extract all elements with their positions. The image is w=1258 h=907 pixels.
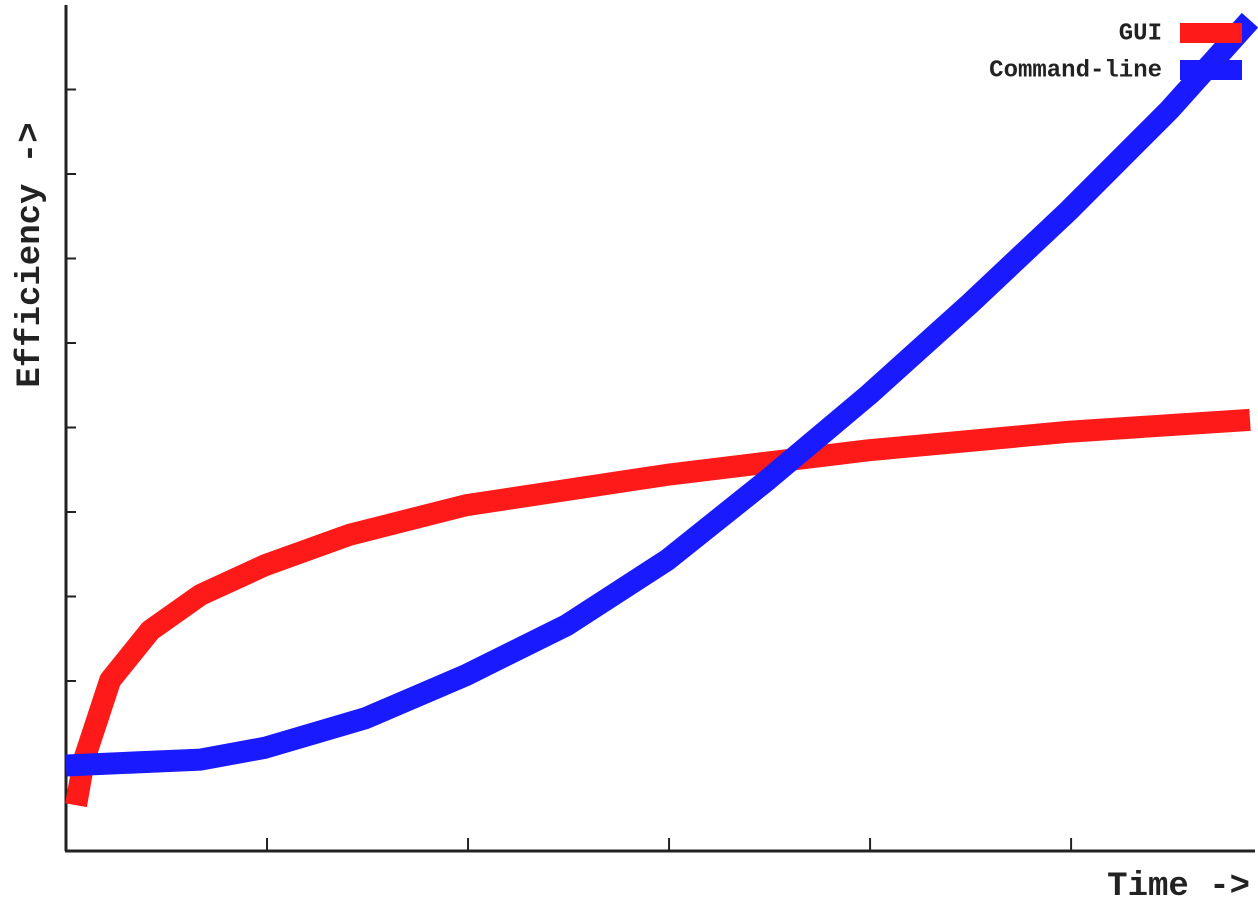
x-axis-label: Time ->: [1107, 868, 1250, 906]
legend-label: Command-line: [989, 57, 1162, 84]
legend-label: GUI: [1119, 20, 1162, 47]
line-series: [65, 12, 1258, 777]
line-series: [65, 408, 1251, 808]
y-axis-label: Efficiency ->: [12, 122, 50, 387]
